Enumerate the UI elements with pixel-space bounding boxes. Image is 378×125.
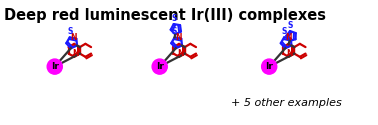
Text: N: N <box>285 34 291 42</box>
Text: N: N <box>287 49 293 58</box>
Text: S: S <box>282 27 287 36</box>
Text: Ir: Ir <box>156 62 164 71</box>
Text: N: N <box>72 49 78 58</box>
Text: + 5 other examples: + 5 other examples <box>231 98 342 108</box>
Circle shape <box>152 59 167 74</box>
Text: N: N <box>70 34 77 42</box>
Circle shape <box>262 59 277 74</box>
Text: S: S <box>67 27 73 36</box>
Text: N: N <box>175 34 182 42</box>
Text: S: S <box>287 21 293 30</box>
Text: S: S <box>172 27 177 36</box>
Text: Ir: Ir <box>265 62 273 71</box>
Text: S: S <box>171 14 177 23</box>
Text: N: N <box>177 49 183 58</box>
Circle shape <box>47 59 62 74</box>
Text: Deep red luminescent Ir(III) complexes: Deep red luminescent Ir(III) complexes <box>4 8 326 23</box>
Text: Ir: Ir <box>51 62 59 71</box>
